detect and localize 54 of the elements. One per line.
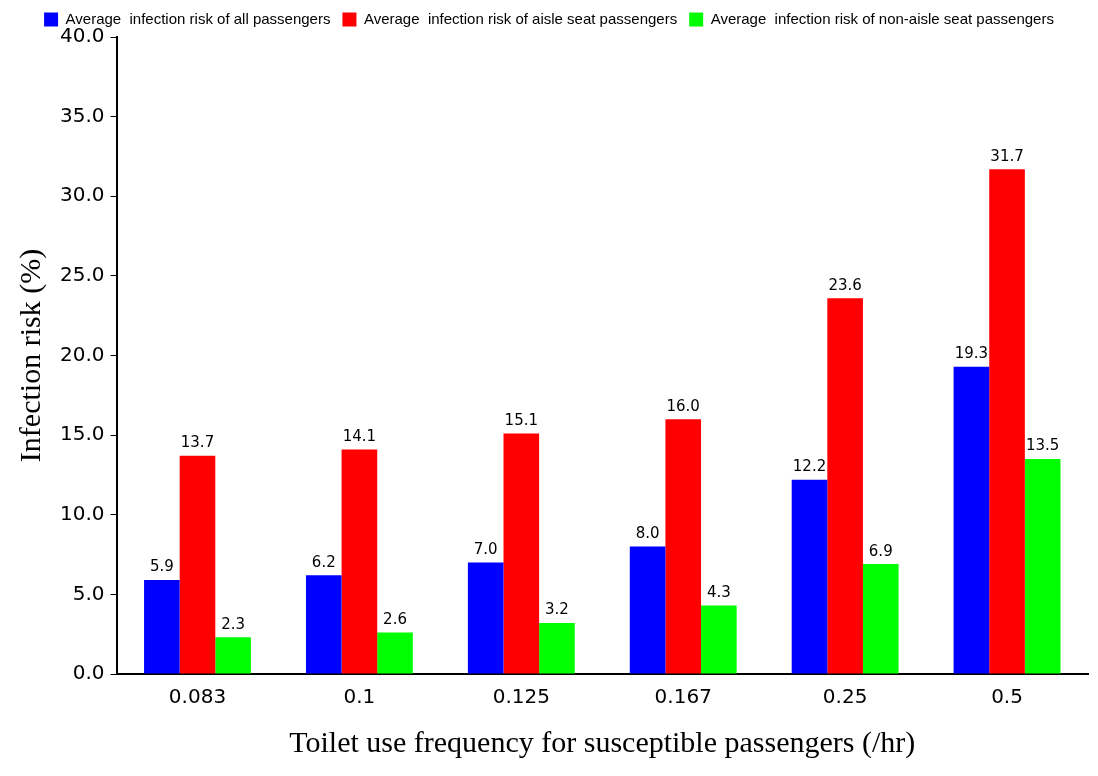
bar	[827, 298, 863, 674]
x-tick-label: 0.125	[492, 684, 550, 709]
y-tick-label: 30.0	[60, 182, 105, 207]
y-tick-label: 5.0	[72, 580, 105, 605]
x-tick-label: 0.25	[822, 684, 868, 709]
bar	[215, 637, 251, 674]
bar	[989, 169, 1025, 674]
bar	[144, 580, 180, 674]
bar	[467, 562, 504, 674]
data-label: 14.1	[342, 426, 377, 445]
bar	[1024, 459, 1061, 674]
x-tick-label: 0.5	[991, 684, 1023, 709]
data-label: 6.9	[868, 541, 893, 560]
x-tick-label: 0.1	[343, 684, 376, 709]
y-tick-label: 20.0	[60, 341, 105, 366]
bar	[953, 366, 990, 674]
legend-label: Average infection risk of non-aisle seat passengers	[710, 9, 1054, 27]
data-label: 15.1	[504, 410, 539, 429]
bar	[179, 455, 216, 674]
data-label: 19.3	[954, 344, 989, 363]
y-tick-label: 0.0	[72, 660, 105, 685]
y-axis-title: Infection risk (%)	[12, 248, 47, 463]
data-label: 2.6	[383, 609, 407, 628]
data-label: 23.6	[828, 275, 862, 294]
x-tick-label: 0.083	[168, 684, 227, 709]
x-axis-title: Toilet use frequency for susceptible passengers (/hr)	[289, 724, 916, 759]
data-label: 6.2	[311, 552, 336, 571]
data-label: 7.0	[473, 539, 498, 558]
data-label: 5.9	[149, 557, 174, 576]
data-label: 4.3	[706, 582, 731, 601]
bar	[629, 546, 666, 674]
bar	[701, 605, 737, 674]
bar	[539, 623, 575, 674]
bar	[341, 449, 378, 674]
bar	[791, 479, 828, 674]
data-label: 13.5	[1025, 436, 1060, 455]
bar	[503, 433, 540, 674]
x-tick-label: 0.167	[654, 684, 712, 709]
bar	[305, 575, 342, 674]
data-label: 8.0	[635, 523, 660, 542]
data-label: 3.2	[545, 600, 569, 619]
data-label: 16.0	[666, 396, 700, 415]
data-label: 13.7	[180, 433, 215, 452]
bar	[665, 419, 702, 674]
y-tick-label: 15.0	[60, 421, 105, 446]
data-label: 2.3	[221, 614, 246, 633]
y-tick-label: 25.0	[60, 262, 105, 287]
bar	[377, 632, 413, 674]
y-tick-label: 10.0	[60, 500, 105, 525]
data-label: 12.2	[792, 457, 827, 476]
data-label: 31.7	[990, 146, 1024, 165]
legend-label: Average infection risk of aisle seat passengers	[363, 9, 678, 27]
y-tick-label: 35.0	[60, 102, 105, 127]
bar	[862, 564, 899, 674]
